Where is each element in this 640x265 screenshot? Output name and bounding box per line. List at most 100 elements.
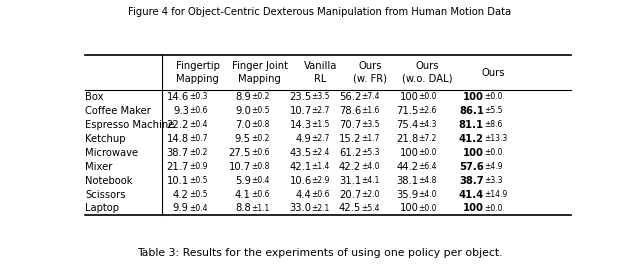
Text: ±0.8: ±0.8 bbox=[251, 120, 269, 129]
Text: Espresso Machine: Espresso Machine bbox=[85, 120, 174, 130]
Text: ±0.4: ±0.4 bbox=[189, 120, 207, 129]
Text: Fingertip
Mapping: Fingertip Mapping bbox=[176, 61, 220, 84]
Text: Mixer: Mixer bbox=[85, 162, 113, 172]
Text: ±3.3: ±3.3 bbox=[484, 176, 502, 185]
Text: 70.7: 70.7 bbox=[339, 120, 361, 130]
Text: Finger Joint
Mapping: Finger Joint Mapping bbox=[232, 61, 288, 84]
Text: Coffee Maker: Coffee Maker bbox=[85, 106, 151, 116]
Text: ±0.5: ±0.5 bbox=[189, 190, 207, 199]
Text: ±5.4: ±5.4 bbox=[361, 204, 380, 213]
Text: Table 3: Results for the experiments of using one policy per object.: Table 3: Results for the experiments of … bbox=[137, 248, 503, 258]
Text: Ours
(w. FR): Ours (w. FR) bbox=[353, 61, 387, 84]
Text: Vanilla
RL: Vanilla RL bbox=[304, 61, 337, 84]
Text: ±0.2: ±0.2 bbox=[251, 134, 269, 143]
Text: ±2.6: ±2.6 bbox=[419, 106, 436, 115]
Text: ±0.0: ±0.0 bbox=[419, 148, 436, 157]
Text: 23.5: 23.5 bbox=[289, 92, 312, 102]
Text: ±0.7: ±0.7 bbox=[189, 134, 207, 143]
Text: 4.2: 4.2 bbox=[173, 189, 189, 200]
Text: 9.0: 9.0 bbox=[235, 106, 251, 116]
Text: 38.7: 38.7 bbox=[167, 148, 189, 158]
Text: 7.0: 7.0 bbox=[235, 120, 251, 130]
Text: Ours
(w.o. DAL): Ours (w.o. DAL) bbox=[402, 61, 452, 84]
Text: Scissors: Scissors bbox=[85, 189, 125, 200]
Text: 9.9: 9.9 bbox=[173, 204, 189, 214]
Text: 42.2: 42.2 bbox=[339, 162, 361, 172]
Text: 10.6: 10.6 bbox=[289, 176, 312, 186]
Text: 81.1: 81.1 bbox=[459, 120, 484, 130]
Text: Ketchup: Ketchup bbox=[85, 134, 125, 144]
Text: 35.9: 35.9 bbox=[396, 189, 419, 200]
Text: 31.1: 31.1 bbox=[339, 176, 361, 186]
Text: ±5.3: ±5.3 bbox=[361, 148, 380, 157]
Text: Microwave: Microwave bbox=[85, 148, 138, 158]
Text: 14.3: 14.3 bbox=[289, 120, 312, 130]
Text: 100: 100 bbox=[463, 204, 484, 214]
Text: 100: 100 bbox=[399, 204, 419, 214]
Text: ±3.5: ±3.5 bbox=[361, 120, 380, 129]
Text: ±0.0: ±0.0 bbox=[419, 204, 436, 213]
Text: 22.2: 22.2 bbox=[166, 120, 189, 130]
Text: ±1.6: ±1.6 bbox=[361, 106, 380, 115]
Text: ±0.0: ±0.0 bbox=[484, 204, 502, 213]
Text: 44.2: 44.2 bbox=[396, 162, 419, 172]
Text: 9.3: 9.3 bbox=[173, 106, 189, 116]
Text: ±4.0: ±4.0 bbox=[419, 190, 436, 199]
Text: 78.6: 78.6 bbox=[339, 106, 361, 116]
Text: 21.8: 21.8 bbox=[396, 134, 419, 144]
Text: ±0.6: ±0.6 bbox=[251, 148, 269, 157]
Text: ±7.4: ±7.4 bbox=[361, 92, 380, 101]
Text: 4.9: 4.9 bbox=[296, 134, 312, 144]
Text: ±2.1: ±2.1 bbox=[312, 204, 330, 213]
Text: ±4.3: ±4.3 bbox=[419, 120, 436, 129]
Text: ±0.8: ±0.8 bbox=[251, 162, 269, 171]
Text: 42.1: 42.1 bbox=[289, 162, 312, 172]
Text: ±8.6: ±8.6 bbox=[484, 120, 502, 129]
Text: ±2.9: ±2.9 bbox=[312, 176, 330, 185]
Text: 38.7: 38.7 bbox=[460, 176, 484, 186]
Text: 14.6: 14.6 bbox=[166, 92, 189, 102]
Text: 15.2: 15.2 bbox=[339, 134, 361, 144]
Text: ±0.4: ±0.4 bbox=[251, 176, 269, 185]
Text: ±0.3: ±0.3 bbox=[189, 92, 207, 101]
Text: 100: 100 bbox=[463, 92, 484, 102]
Text: Notebook: Notebook bbox=[85, 176, 132, 186]
Text: 86.1: 86.1 bbox=[459, 106, 484, 116]
Text: ±2.4: ±2.4 bbox=[312, 148, 330, 157]
Text: 56.2: 56.2 bbox=[339, 92, 361, 102]
Text: ±7.2: ±7.2 bbox=[419, 134, 436, 143]
Text: ±4.1: ±4.1 bbox=[361, 176, 380, 185]
Text: 57.6: 57.6 bbox=[460, 162, 484, 172]
Text: ±2.0: ±2.0 bbox=[361, 190, 380, 199]
Text: ±3.5: ±3.5 bbox=[312, 92, 330, 101]
Text: ±0.5: ±0.5 bbox=[251, 106, 269, 115]
Text: 8.9: 8.9 bbox=[235, 92, 251, 102]
Text: 10.7: 10.7 bbox=[289, 106, 312, 116]
Text: ±0.6: ±0.6 bbox=[312, 190, 330, 199]
Text: ±0.0: ±0.0 bbox=[419, 92, 436, 101]
Text: Ours: Ours bbox=[481, 68, 505, 78]
Text: ±4.0: ±4.0 bbox=[361, 162, 380, 171]
Text: 71.5: 71.5 bbox=[396, 106, 419, 116]
Text: 100: 100 bbox=[399, 148, 419, 158]
Text: ±0.5: ±0.5 bbox=[189, 176, 207, 185]
Text: ±1.4: ±1.4 bbox=[312, 162, 330, 171]
Text: 20.7: 20.7 bbox=[339, 189, 361, 200]
Text: ±2.7: ±2.7 bbox=[312, 106, 330, 115]
Text: ±4.8: ±4.8 bbox=[419, 176, 436, 185]
Text: 14.8: 14.8 bbox=[167, 134, 189, 144]
Text: 42.5: 42.5 bbox=[339, 204, 361, 214]
Text: ±0.0: ±0.0 bbox=[484, 148, 502, 157]
Text: ±0.2: ±0.2 bbox=[251, 92, 269, 101]
Text: 75.4: 75.4 bbox=[396, 120, 419, 130]
Text: 9.5: 9.5 bbox=[235, 134, 251, 144]
Text: 4.1: 4.1 bbox=[235, 189, 251, 200]
Text: 41.2: 41.2 bbox=[459, 134, 484, 144]
Text: 21.7: 21.7 bbox=[166, 162, 189, 172]
Text: ±0.6: ±0.6 bbox=[251, 190, 269, 199]
Text: ±14.9: ±14.9 bbox=[484, 190, 508, 199]
Text: 33.0: 33.0 bbox=[290, 204, 312, 214]
Text: 8.8: 8.8 bbox=[235, 204, 251, 214]
Text: Laptop: Laptop bbox=[85, 204, 119, 214]
Text: ±6.4: ±6.4 bbox=[419, 162, 436, 171]
